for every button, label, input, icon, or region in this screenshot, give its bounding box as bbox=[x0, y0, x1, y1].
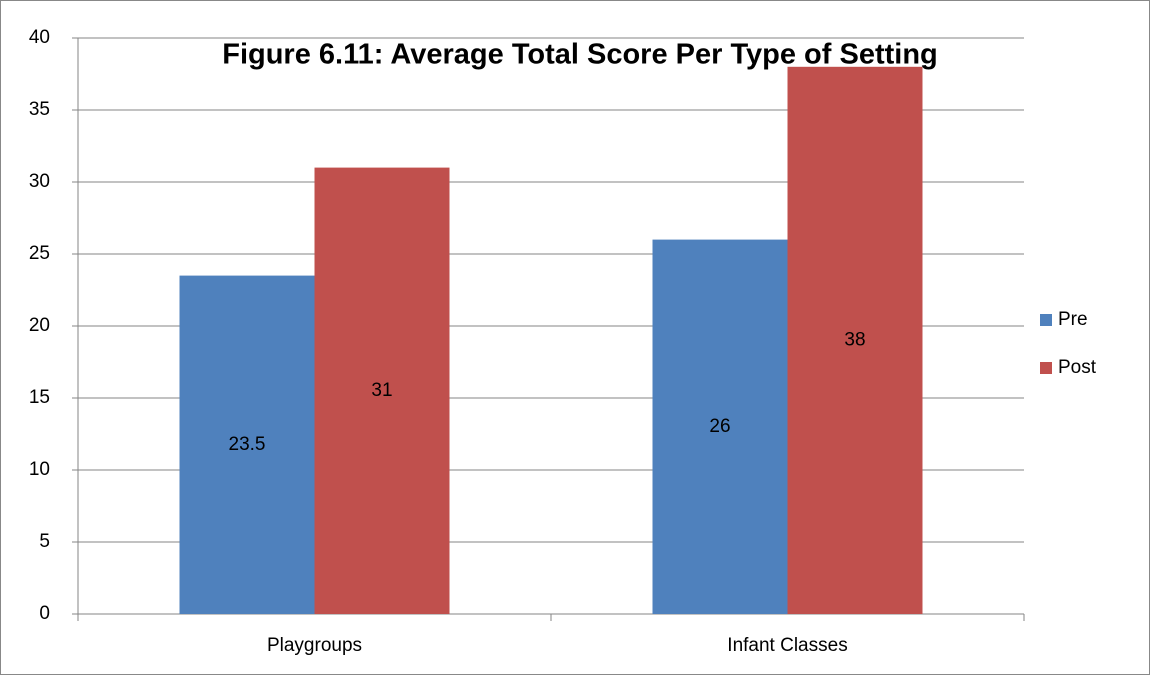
bar bbox=[787, 66, 923, 615]
legend-label: Post bbox=[1058, 357, 1097, 378]
bar bbox=[652, 239, 788, 614]
x-tick-label: Playgroups bbox=[267, 635, 362, 656]
y-tick-label: 30 bbox=[29, 171, 50, 192]
y-tick-label: 35 bbox=[29, 99, 50, 120]
legend-swatch bbox=[1040, 314, 1052, 326]
chart-title: Figure 6.11: Average Total Score Per Typ… bbox=[222, 39, 938, 71]
bar bbox=[314, 167, 450, 614]
y-tick-label: 10 bbox=[29, 459, 50, 480]
x-tick-label: Infant Classes bbox=[727, 635, 847, 656]
y-tick-label: 0 bbox=[39, 603, 50, 624]
y-tick-label: 15 bbox=[29, 387, 50, 408]
data-label: 38 bbox=[844, 329, 865, 350]
bar bbox=[179, 275, 315, 614]
data-label: 31 bbox=[371, 380, 392, 401]
legend-label: Pre bbox=[1058, 309, 1088, 330]
y-tick-label: 40 bbox=[29, 27, 50, 48]
y-tick-label: 20 bbox=[29, 315, 50, 336]
y-tick-label: 25 bbox=[29, 243, 50, 264]
data-label: 23.5 bbox=[229, 434, 266, 455]
legend-swatch bbox=[1040, 362, 1052, 374]
y-tick-label: 5 bbox=[39, 531, 50, 552]
data-label: 26 bbox=[709, 416, 730, 437]
